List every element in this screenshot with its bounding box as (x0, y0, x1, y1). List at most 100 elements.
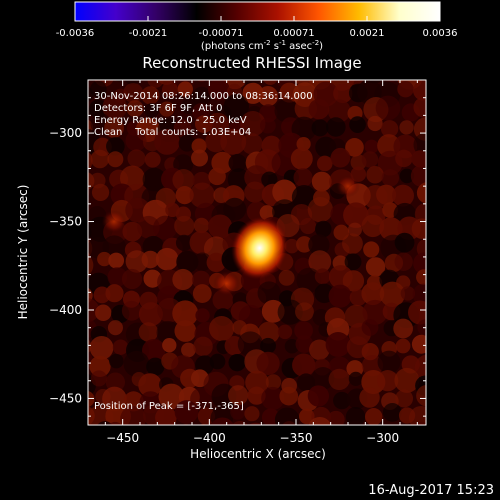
texture-blob (380, 120, 399, 138)
texture-blob (153, 215, 178, 240)
x-tick-label: −450 (106, 431, 139, 445)
texture-blob (123, 82, 144, 103)
texture-blob (90, 370, 107, 387)
texture-blob (193, 217, 210, 234)
texture-blob (328, 284, 352, 308)
texture-blob (314, 268, 331, 285)
texture-blob (122, 221, 143, 242)
texture-blob (342, 270, 365, 292)
texture-blob (256, 351, 280, 376)
texture-blob (175, 234, 193, 252)
annotation-clean: Clean Total counts: 1.03E+04 (94, 127, 251, 138)
texture-blob (417, 319, 426, 336)
texture-blob (344, 253, 362, 271)
texture-blob (274, 98, 298, 123)
texture-blob (400, 286, 416, 301)
texture-blob (107, 320, 123, 336)
y-tick-label: −400 (49, 303, 82, 317)
texture-blob (141, 86, 160, 105)
texture-blob (334, 425, 351, 442)
texture-blob (193, 252, 212, 272)
texture-blob (209, 353, 226, 370)
texture-blob (172, 300, 199, 327)
texture-blob (411, 150, 426, 168)
texture-blob (308, 250, 332, 274)
texture-blob (137, 215, 160, 239)
texture-blob (361, 151, 379, 168)
texture-blob (223, 197, 247, 221)
texture-blob (397, 429, 412, 444)
texture-blob (191, 270, 211, 290)
texture-blob (377, 370, 399, 392)
texture-blob (102, 94, 128, 120)
texture-blob (160, 426, 181, 447)
texture-blob (326, 117, 346, 137)
texture-blob (154, 129, 180, 155)
texture-blob (399, 120, 414, 135)
texture-blob (206, 112, 230, 136)
texture-blob (260, 117, 276, 134)
texture-blob (364, 139, 379, 154)
texture-blob (377, 350, 401, 374)
texture-blob (395, 149, 413, 168)
texture-blob (299, 408, 315, 425)
texture-blob (88, 255, 94, 276)
texture-blob (228, 353, 246, 372)
texture-blob (195, 308, 210, 323)
texture-blob (299, 217, 317, 235)
texture-blob (363, 241, 380, 258)
y-tick-label: −300 (49, 126, 82, 140)
texture-blob (416, 182, 426, 204)
texture-blob (348, 371, 363, 386)
texture-blob (284, 238, 300, 254)
texture-blob (159, 101, 175, 117)
texture-blob (249, 422, 263, 425)
colorbar-tick-label: 0.0021 (350, 28, 385, 39)
texture-blob (104, 118, 124, 138)
texture-blob (311, 366, 335, 390)
y-tick-label: −350 (49, 215, 82, 229)
texture-blob (274, 407, 300, 425)
texture-blob (377, 134, 401, 158)
texture-blob (174, 320, 197, 342)
texture-blob (197, 407, 216, 425)
texture-blob (257, 86, 279, 107)
texture-blob (144, 103, 160, 118)
texture-blob (88, 423, 90, 425)
texture-blob (295, 302, 314, 322)
texture-blob (272, 179, 297, 205)
texture-blob (191, 86, 212, 107)
texture-blob (106, 137, 125, 156)
texture-blob (257, 321, 280, 344)
texture-blob (162, 81, 178, 98)
texture-blob (293, 168, 313, 188)
texture-blob (261, 386, 285, 411)
colorbar-rect (74, 1, 441, 22)
texture-blob (138, 302, 163, 327)
texture-blob (295, 335, 314, 353)
texture-blob (307, 196, 334, 223)
texture-blob (247, 386, 266, 405)
annotation-detectors: Detectors: 3F 6F 9F, Att 0 (94, 103, 222, 114)
texture-blob (89, 80, 107, 98)
texture-blob (292, 353, 316, 377)
texture-blob (210, 417, 234, 425)
texture-blob (364, 408, 383, 425)
texture-blob (156, 320, 180, 345)
texture-blob (408, 405, 426, 425)
x-tick-label: −400 (193, 431, 226, 445)
texture-blob (345, 406, 366, 425)
texture-blob (312, 309, 330, 326)
texture-blob (208, 80, 230, 101)
texture-blob (240, 110, 266, 137)
y-tick-label: −450 (49, 391, 82, 405)
texture-blob (297, 373, 316, 392)
x-axis-label: Heliocentric X (arcsec) (190, 447, 326, 461)
texture-blob (88, 351, 93, 371)
texture-blob (290, 147, 313, 170)
texture-blob (347, 222, 362, 237)
texture-blob (263, 426, 281, 444)
annotation-block: 30-Nov-2014 08:26:14.000 to 08:36:14.000… (94, 91, 313, 138)
y-axis-label: Heliocentric Y (arcsec) (16, 185, 30, 320)
footer-date: 16-Aug-2017 15:23 (368, 483, 494, 498)
